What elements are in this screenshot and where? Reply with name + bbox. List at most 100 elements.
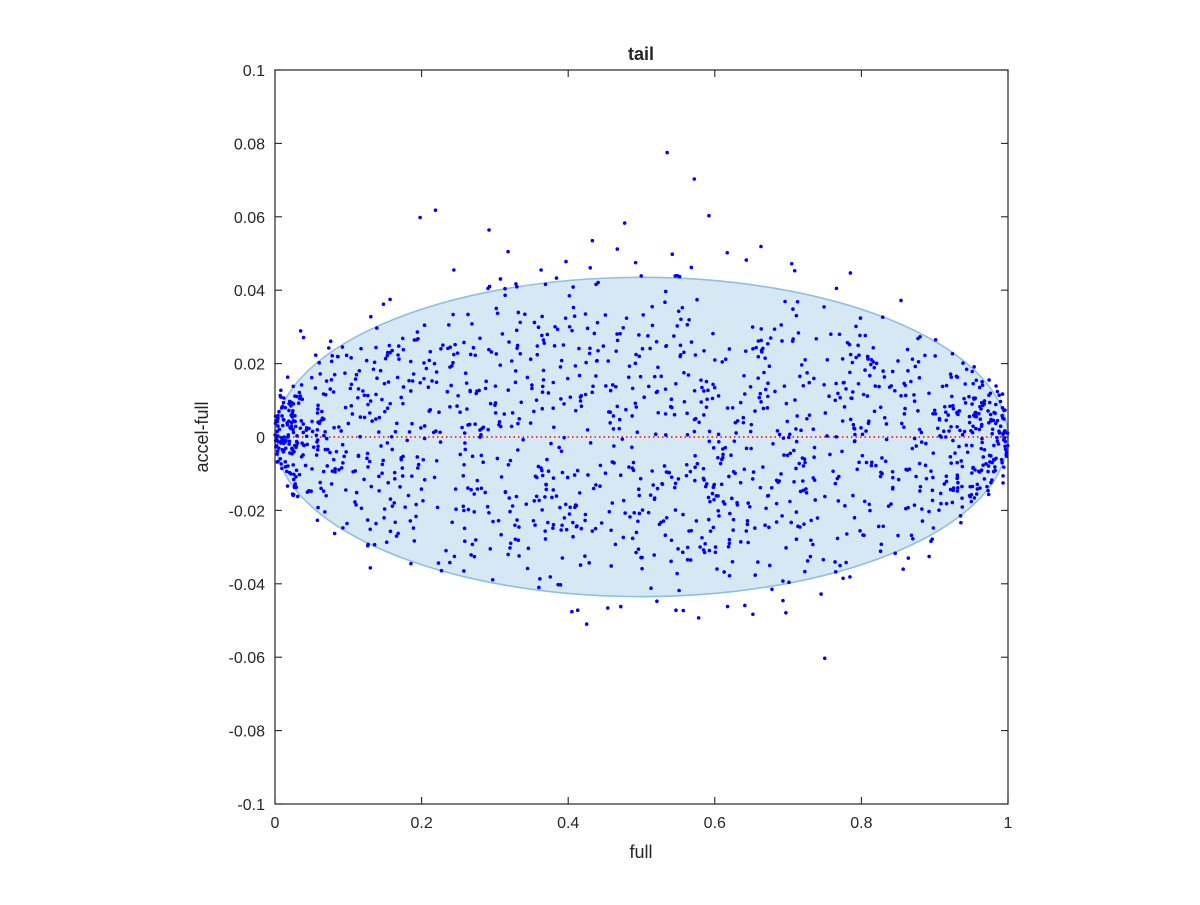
- data-point: [290, 446, 294, 451]
- data-point: [382, 507, 387, 511]
- data-point: [323, 510, 327, 514]
- data-point: [874, 361, 879, 366]
- data-point: [850, 390, 855, 394]
- data-point: [487, 284, 492, 289]
- data-point: [507, 496, 512, 500]
- data-point: [612, 461, 616, 465]
- data-point: [473, 538, 478, 542]
- data-point: [960, 464, 965, 469]
- data-point: [538, 577, 542, 581]
- data-point: [993, 402, 998, 407]
- data-point: [283, 460, 288, 464]
- data-point: [812, 445, 817, 450]
- data-point: [475, 487, 480, 491]
- data-point: [901, 567, 905, 571]
- data-point: [920, 507, 924, 511]
- data-point: [944, 474, 949, 479]
- data-point: [767, 525, 771, 530]
- data-point: [738, 480, 743, 485]
- data-point: [734, 431, 738, 435]
- data-point: [313, 353, 318, 357]
- data-point: [563, 502, 568, 507]
- data-point: [693, 353, 698, 357]
- data-point: [979, 400, 984, 405]
- data-point: [906, 369, 910, 373]
- data-point: [509, 359, 514, 363]
- data-point: [351, 469, 355, 474]
- data-point: [401, 347, 406, 352]
- data-point: [699, 378, 703, 382]
- data-point: [801, 383, 806, 388]
- data-point: [354, 503, 358, 507]
- data-point: [871, 360, 876, 364]
- data-point: [955, 489, 960, 493]
- data-point: [393, 520, 397, 525]
- data-point: [663, 289, 668, 294]
- data-point: [498, 424, 503, 429]
- data-point: [858, 333, 862, 338]
- data-point: [344, 450, 348, 454]
- data-point: [594, 483, 598, 487]
- data-point: [368, 527, 373, 532]
- data-point: [727, 541, 732, 546]
- data-point: [624, 407, 628, 412]
- data-point: [673, 481, 678, 486]
- data-point: [931, 475, 935, 480]
- data-point: [570, 609, 574, 614]
- data-point: [795, 414, 800, 418]
- data-point: [726, 544, 731, 549]
- data-point: [396, 344, 401, 348]
- data-point: [426, 385, 431, 390]
- data-point: [605, 606, 610, 610]
- data-point: [293, 482, 298, 486]
- data-point: [390, 504, 395, 508]
- data-point: [633, 361, 638, 366]
- data-point: [670, 252, 675, 257]
- data-point: [506, 388, 511, 392]
- data-point: [516, 538, 521, 543]
- data-point: [803, 460, 807, 465]
- data-point: [577, 373, 582, 378]
- data-point: [354, 372, 359, 377]
- data-point: [937, 418, 942, 422]
- data-point: [851, 493, 855, 498]
- data-point: [535, 352, 540, 357]
- data-point: [572, 473, 577, 477]
- data-point: [295, 433, 299, 438]
- data-point: [695, 297, 699, 302]
- data-point: [361, 389, 365, 393]
- y-tick-label: -0.04: [229, 577, 266, 594]
- data-point: [540, 384, 545, 389]
- data-point: [483, 490, 488, 495]
- data-point: [489, 350, 494, 354]
- data-point: [579, 404, 584, 408]
- data-point: [310, 429, 315, 434]
- data-point: [559, 358, 564, 363]
- data-point: [705, 397, 709, 402]
- data-point: [444, 548, 448, 553]
- data-point: [971, 465, 976, 470]
- x-tick-label: 0.6: [704, 815, 726, 832]
- data-point: [493, 411, 498, 415]
- data-point: [583, 518, 587, 523]
- data-point: [917, 376, 922, 380]
- data-point: [387, 343, 392, 348]
- data-point: [872, 365, 877, 370]
- data-point: [795, 299, 800, 304]
- data-point: [666, 470, 670, 475]
- data-point: [855, 467, 860, 472]
- data-point: [421, 498, 425, 503]
- data-point: [415, 330, 420, 334]
- data-point: [896, 533, 900, 538]
- data-point: [702, 389, 706, 393]
- data-point: [575, 468, 580, 473]
- x-tick-label: 1: [1004, 815, 1013, 832]
- data-point: [854, 355, 858, 360]
- data-point: [692, 429, 697, 434]
- data-point: [927, 391, 931, 396]
- data-point: [513, 523, 517, 528]
- data-point: [496, 518, 501, 523]
- data-point: [299, 419, 304, 423]
- data-point: [781, 436, 786, 440]
- data-point: [640, 346, 645, 351]
